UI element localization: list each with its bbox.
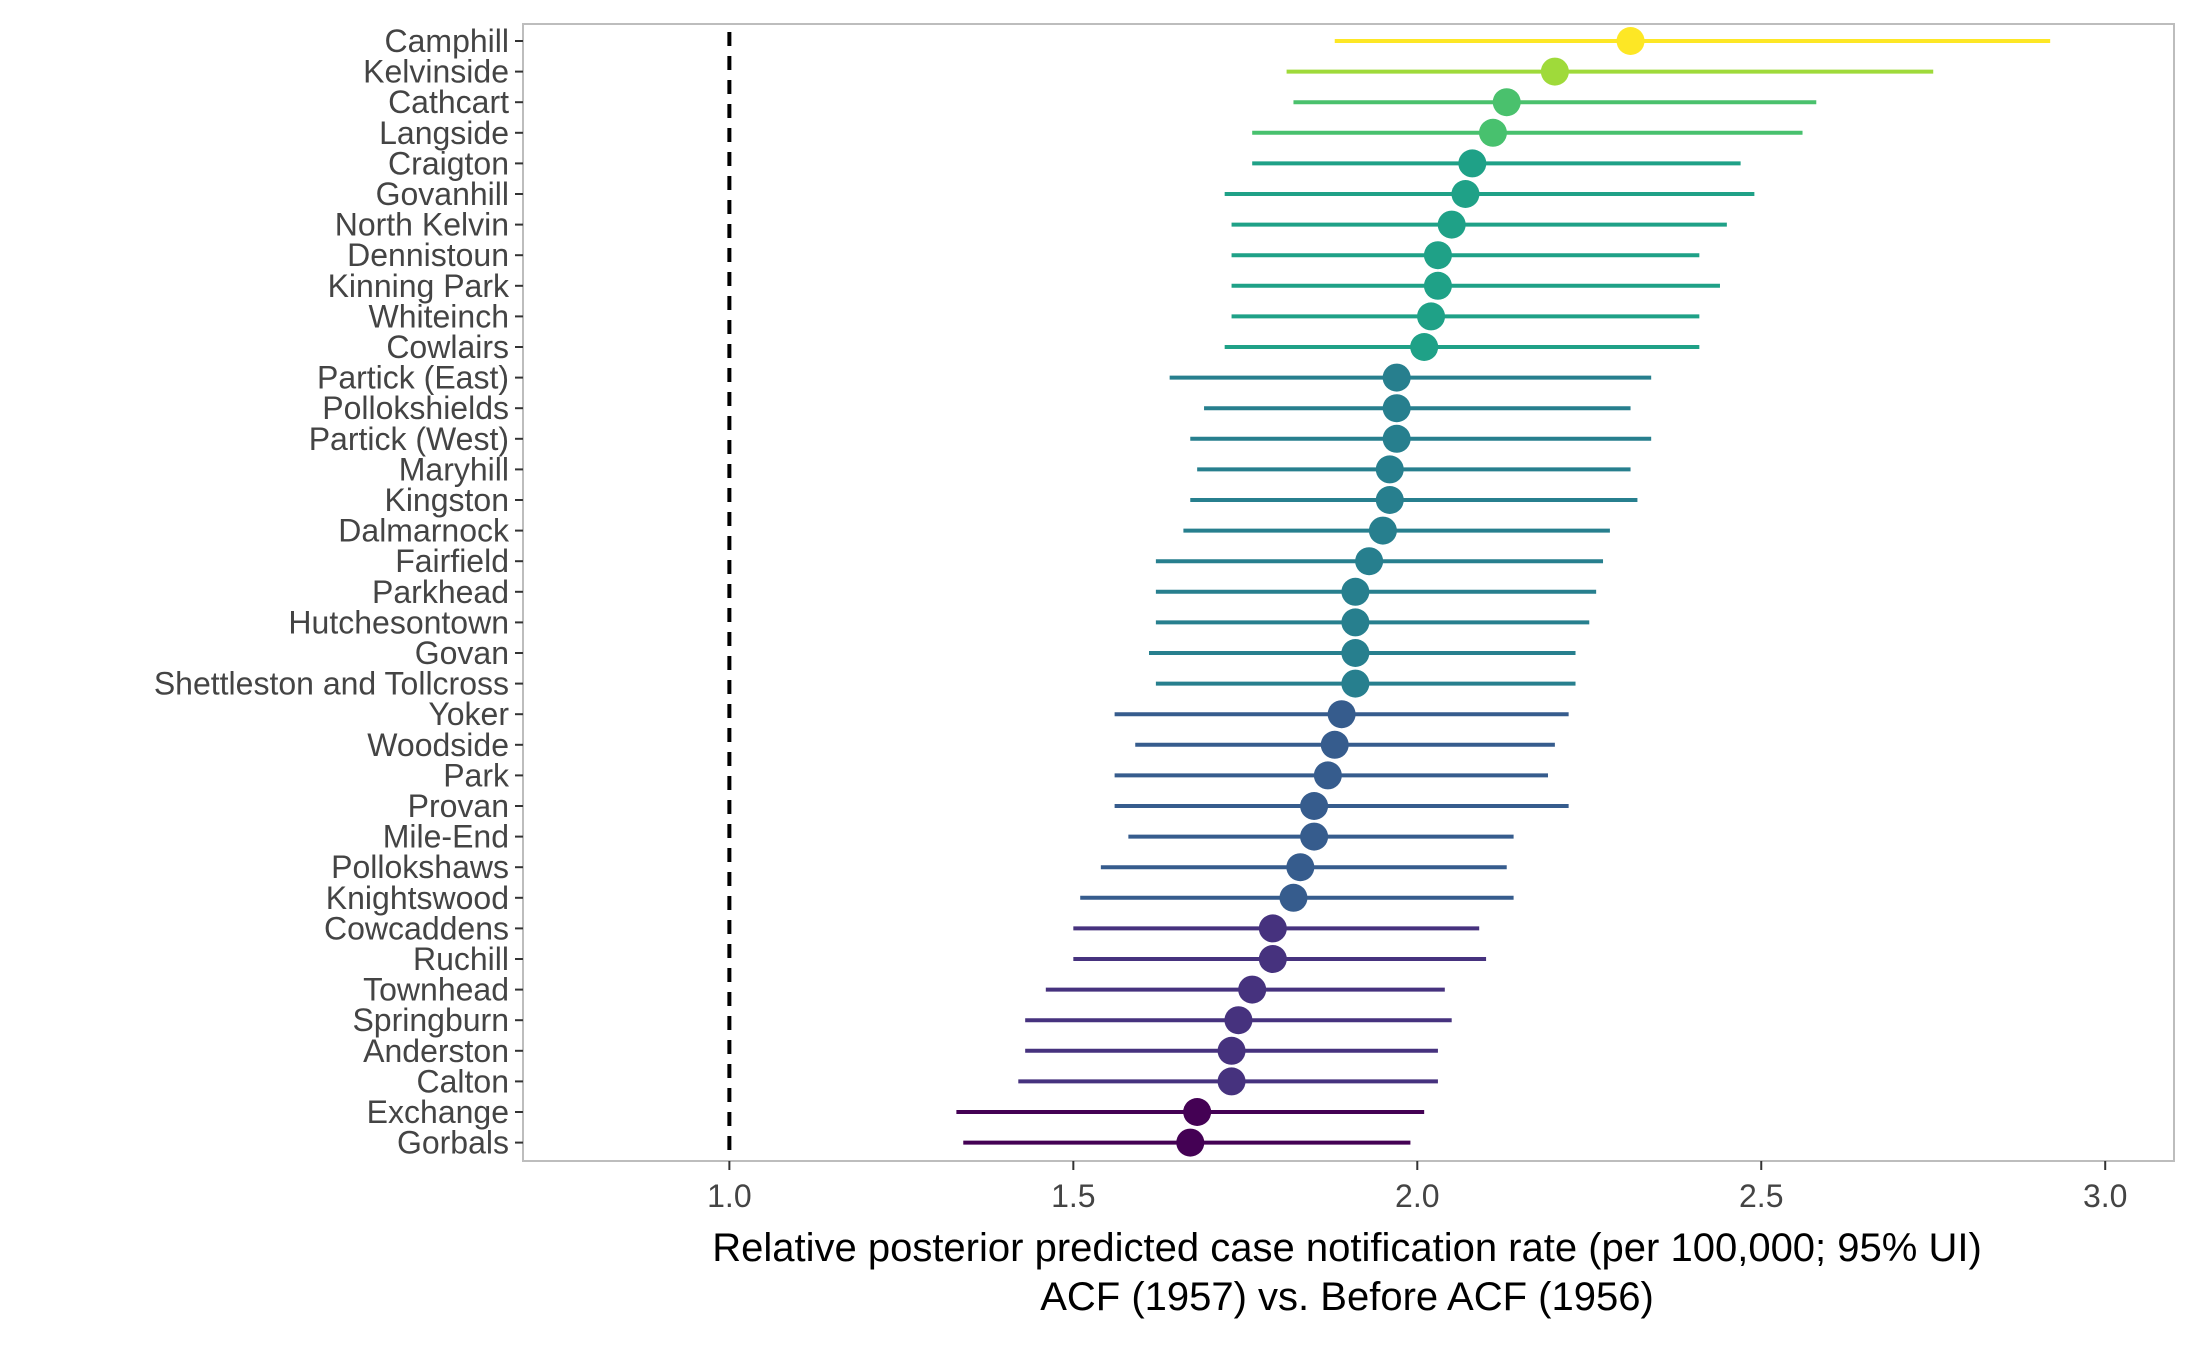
y-tick-label-fairfield: Fairfield — [395, 543, 509, 579]
point-hutchesontown — [1341, 608, 1370, 637]
y-tick-label-woodside: Woodside — [367, 727, 509, 763]
y-tick-label-cathcart: Cathcart — [388, 84, 509, 120]
point-pollokshields — [1382, 394, 1411, 423]
y-tick-label-pollokshields: Pollokshields — [322, 390, 509, 426]
point-maryhill — [1375, 455, 1404, 484]
y-tick-label-partick-east: Partick (East) — [317, 360, 509, 396]
point-layer — [1176, 27, 1645, 1157]
point-craigton — [1458, 149, 1487, 178]
point-kingston — [1375, 486, 1404, 514]
point-fairfield — [1355, 547, 1384, 576]
y-tick-label-pollokshaws: Pollokshaws — [331, 849, 509, 885]
y-axis-labels: CamphillKelvinsideCathcartLangsideCraigt… — [154, 23, 523, 1161]
point-parkhead — [1341, 577, 1370, 606]
point-woodside — [1320, 730, 1349, 759]
point-partick-east — [1382, 363, 1411, 392]
point-ruchill — [1258, 945, 1287, 973]
y-tick-label-knightswood: Knightswood — [326, 880, 509, 916]
y-tick-label-cowcaddens: Cowcaddens — [324, 910, 509, 946]
x-tick-label-1-5: 1.5 — [1051, 1178, 1095, 1214]
point-exchange — [1183, 1098, 1212, 1126]
y-tick-label-park: Park — [443, 757, 510, 793]
point-gorbals — [1176, 1128, 1205, 1157]
point-govan — [1341, 639, 1370, 667]
point-whiteinch — [1417, 302, 1446, 331]
point-cowcaddens — [1258, 914, 1287, 943]
point-cowlairs — [1410, 333, 1439, 361]
y-tick-label-provan: Provan — [408, 788, 509, 824]
y-tick-label-hutchesontown: Hutchesontown — [288, 604, 509, 640]
point-calton — [1217, 1067, 1246, 1096]
y-tick-label-cowlairs: Cowlairs — [386, 329, 509, 365]
y-tick-label-north-kelvin: North Kelvin — [335, 207, 509, 243]
y-tick-label-exchange: Exchange — [367, 1094, 509, 1130]
point-langside — [1478, 118, 1507, 147]
y-tick-label-maryhill: Maryhill — [399, 451, 509, 487]
y-tick-label-whiteinch: Whiteinch — [369, 298, 510, 334]
point-townhead — [1238, 975, 1267, 1004]
y-tick-label-springburn: Springburn — [352, 1002, 509, 1038]
point-yoker — [1327, 700, 1356, 729]
y-tick-label-govan: Govan — [415, 635, 509, 671]
point-govanhill — [1451, 180, 1480, 208]
y-tick-label-dennistoun: Dennistoun — [347, 237, 509, 273]
point-kelvinside — [1540, 57, 1569, 86]
point-anderston — [1217, 1036, 1246, 1065]
y-tick-label-parkhead: Parkhead — [372, 574, 509, 610]
point-cathcart — [1492, 88, 1521, 117]
y-tick-label-govanhill: Govanhill — [376, 176, 509, 212]
point-park — [1313, 761, 1342, 790]
y-tick-label-ruchill: Ruchill — [413, 941, 509, 977]
point-north-kelvin — [1437, 210, 1466, 239]
point-pollokshaws — [1286, 853, 1315, 882]
x-tick-label-2-0: 2.0 — [1395, 1178, 1439, 1214]
y-tick-label-townhead: Townhead — [363, 972, 509, 1008]
y-tick-label-camphill: Camphill — [385, 23, 509, 59]
y-tick-label-kinning-park: Kinning Park — [328, 268, 510, 304]
point-provan — [1300, 792, 1329, 820]
x-axis-ticks: 1.0 1.5 2.0 2.5 3.0 — [707, 1161, 2127, 1214]
point-dennistoun — [1423, 241, 1452, 270]
y-tick-label-kingston: Kingston — [384, 482, 509, 518]
point-kinning-park — [1423, 271, 1452, 300]
x-axis-title-line-2: ACF (1957) vs. Before ACF (1956) — [1040, 1275, 1654, 1319]
y-tick-label-anderston: Anderston — [363, 1033, 509, 1069]
y-tick-label-yoker: Yoker — [428, 696, 509, 732]
point-springburn — [1224, 1006, 1253, 1035]
x-tick-label-2-5: 2.5 — [1739, 1178, 1783, 1214]
x-axis-title-line-1: Relative posterior predicted case notifi… — [712, 1226, 1982, 1270]
y-tick-label-craigton: Craigton — [388, 145, 509, 181]
x-tick-label-1-0: 1.0 — [707, 1178, 751, 1214]
y-tick-label-gorbals: Gorbals — [397, 1125, 509, 1161]
x-tick-label-3-0: 3.0 — [2083, 1178, 2127, 1214]
interval-layer — [956, 39, 2051, 1145]
y-tick-label-langside: Langside — [379, 115, 509, 151]
point-camphill — [1616, 27, 1645, 55]
point-mile-end — [1300, 822, 1329, 851]
point-knightswood — [1279, 883, 1308, 912]
y-tick-label-calton: Calton — [417, 1063, 510, 1099]
y-tick-label-mile-end: Mile-End — [383, 819, 509, 855]
point-partick-west — [1382, 424, 1411, 453]
point-shettleston-and-tollcross — [1341, 669, 1370, 698]
y-tick-label-partick-west: Partick (West) — [309, 421, 509, 457]
point-dalmarnock — [1368, 516, 1397, 545]
y-tick-label-kelvinside: Kelvinside — [363, 54, 509, 90]
y-tick-label-shettleston-and-tollcross: Shettleston and Tollcross — [154, 666, 509, 702]
y-tick-label-dalmarnock: Dalmarnock — [338, 513, 510, 549]
